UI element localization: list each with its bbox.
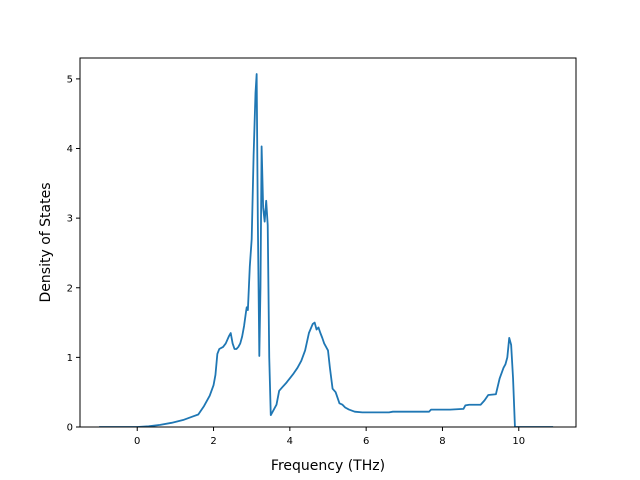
axes-frame	[79, 57, 577, 428]
y-axis-label: Density of States	[38, 183, 54, 303]
plot-area	[99, 73, 554, 427]
x-tick-label: 10	[512, 436, 525, 447]
x-axis-ticks: 0 2 4 6 8 10	[134, 427, 525, 447]
y-tick-label: 2	[67, 283, 73, 294]
y-tick-label: 3	[67, 214, 73, 225]
y-axis-ticks: 0 1 2 3 4 5	[67, 74, 80, 434]
x-tick-label: 4	[287, 436, 293, 447]
y-tick-label: 4	[67, 144, 73, 155]
y-tick-label: 5	[67, 74, 73, 85]
x-axis-label: Frequency (THz)	[271, 458, 385, 474]
x-tick-label: 2	[210, 436, 216, 447]
y-tick-label: 1	[67, 353, 73, 364]
x-tick-label: 6	[363, 436, 369, 447]
x-tick-label: 0	[134, 436, 140, 447]
dos-series-line	[99, 73, 554, 427]
x-tick-label: 8	[439, 436, 445, 447]
y-tick-label: 0	[67, 423, 73, 434]
